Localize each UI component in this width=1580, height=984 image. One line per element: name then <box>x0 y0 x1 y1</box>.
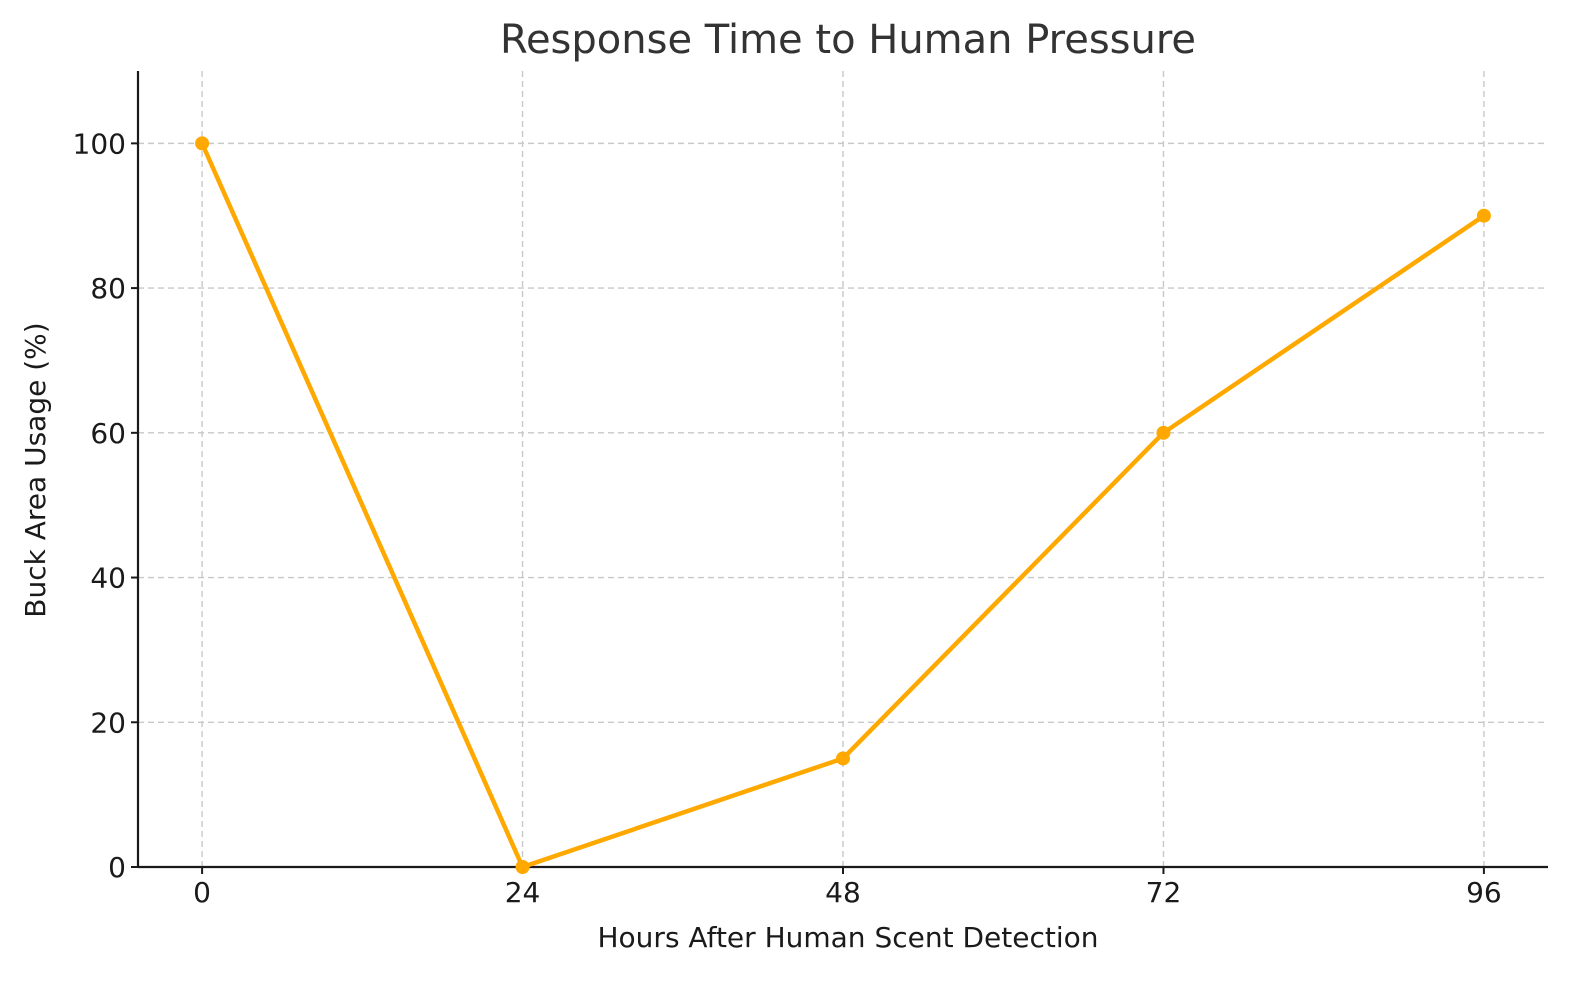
x-axis-label: Hours After Human Scent Detection <box>598 921 1099 954</box>
x-tick-label-24: 24 <box>505 876 541 909</box>
data-point-24 <box>515 860 530 874</box>
y-tick-label-20: 20 <box>90 706 126 739</box>
data-point-72 <box>1156 425 1171 440</box>
y-tick-label-40: 40 <box>90 562 126 595</box>
y-axis-label: Buck Area Usage (%) <box>19 322 52 617</box>
x-tick-label-72: 72 <box>1146 876 1182 909</box>
data-series <box>195 136 1491 874</box>
chart-title: Response Time to Human Pressure <box>500 17 1196 63</box>
tick-labels: 0 24 48 72 96 0 20 40 60 80 100 <box>73 127 1502 909</box>
data-point-0 <box>195 136 210 151</box>
y-tick-label-100: 100 <box>73 127 126 160</box>
data-point-48 <box>836 751 850 766</box>
data-point-96 <box>1476 208 1491 223</box>
x-tick-label-0: 0 <box>193 876 211 909</box>
grid-lines <box>138 71 1548 868</box>
x-tick-label-48: 48 <box>825 876 861 909</box>
y-tick-label-80: 80 <box>90 272 126 305</box>
y-tick-label-0: 0 <box>108 851 126 884</box>
x-tick-label-96: 96 <box>1466 876 1502 909</box>
y-tick-label-60: 60 <box>90 417 126 450</box>
